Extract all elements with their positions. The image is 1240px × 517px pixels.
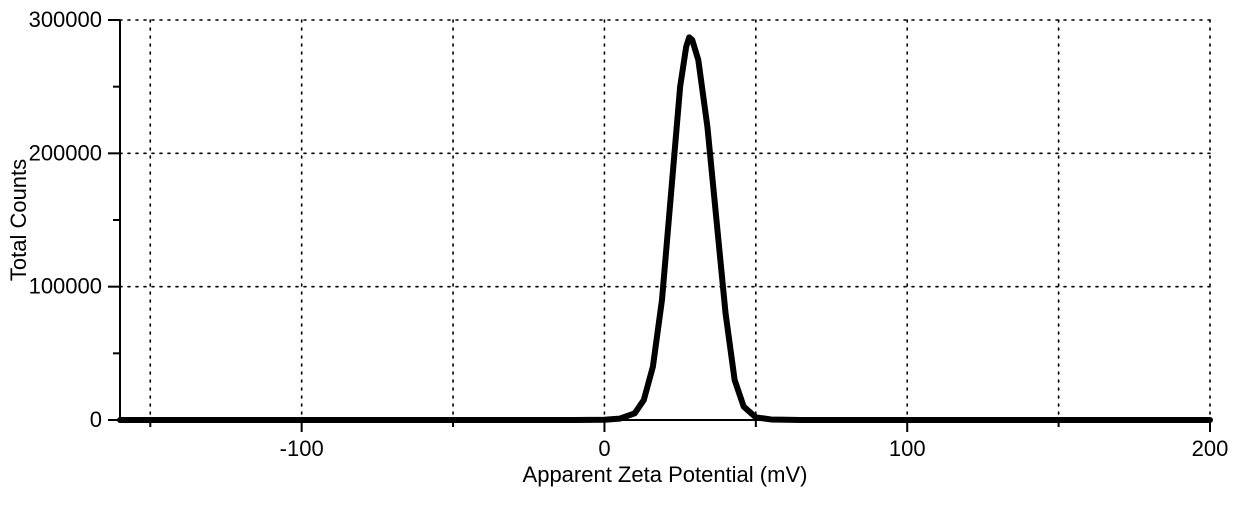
x-tick-label: 200 xyxy=(1192,436,1229,461)
x-tick-label: -100 xyxy=(280,436,324,461)
y-tick-label: 200000 xyxy=(29,140,102,165)
y-tick-label: 300000 xyxy=(29,7,102,32)
zeta-potential-chart: -100 0 100 200 0 100000 200000 300000 Apparent Z… xyxy=(0,0,1240,517)
x-axis-label: Apparent Zeta Potential (mV) xyxy=(523,462,808,487)
y-tick-label: 0 xyxy=(90,407,102,432)
y-axis-label: Total Counts xyxy=(6,159,31,281)
x-tick-label: 100 xyxy=(889,436,926,461)
x-tick-label: 0 xyxy=(598,436,610,461)
y-tick-label: 100000 xyxy=(29,274,102,299)
